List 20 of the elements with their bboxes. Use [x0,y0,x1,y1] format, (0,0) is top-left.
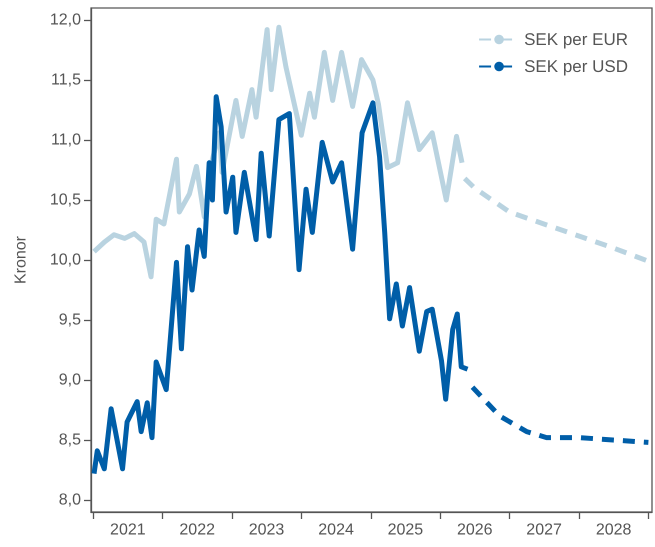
x-tick-label: 2028 [596,522,632,538]
y-tick-label: 8,0 [58,492,82,508]
x-tick-label: 2022 [179,522,216,538]
x-tick-label: 2027 [526,522,562,538]
x-tick-label: 2021 [110,522,146,538]
legend-label: SEK per EUR [524,30,628,49]
legend-label: SEK per USD [524,57,628,76]
x-tick-label: 2024 [318,522,354,538]
y-tick-label: 10,0 [50,252,82,268]
y-tick-label: 9,0 [58,372,82,388]
x-tick-label: 2026 [456,522,493,538]
y-tick-label: 11,5 [51,72,82,88]
y-tick-label: 8,5 [58,432,82,448]
x-tick-label: 2025 [388,522,424,538]
x-tick-label: 2023 [248,522,284,538]
y-tick-label: 12,0 [50,12,82,28]
y-tick-label: 11,0 [51,132,82,148]
y-tick-label: 9,5 [58,312,82,328]
y-tick-label: 10,5 [50,192,82,208]
y-axis-title: Kronor [12,235,30,284]
